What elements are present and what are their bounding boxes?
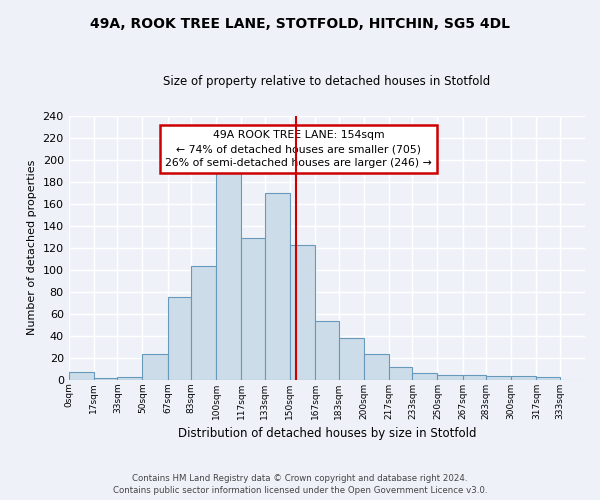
Bar bbox=[167, 297, 191, 380]
Y-axis label: Number of detached properties: Number of detached properties bbox=[27, 160, 37, 335]
Bar bbox=[241, 238, 265, 380]
Bar bbox=[68, 372, 94, 380]
Text: 49A, ROOK TREE LANE, STOTFOLD, HITCHIN, SG5 4DL: 49A, ROOK TREE LANE, STOTFOLD, HITCHIN, … bbox=[90, 18, 510, 32]
Bar bbox=[486, 376, 511, 380]
Bar bbox=[191, 266, 216, 380]
Text: Contains HM Land Registry data © Crown copyright and database right 2024.
Contai: Contains HM Land Registry data © Crown c… bbox=[113, 474, 487, 495]
Bar bbox=[265, 192, 290, 380]
Bar bbox=[94, 378, 118, 380]
Bar bbox=[290, 246, 315, 380]
Bar bbox=[142, 354, 167, 380]
Bar bbox=[364, 354, 389, 380]
Bar bbox=[118, 378, 142, 380]
Bar bbox=[389, 368, 412, 380]
Bar bbox=[511, 376, 536, 380]
Bar bbox=[216, 167, 241, 380]
Bar bbox=[412, 373, 437, 380]
Bar bbox=[536, 378, 560, 380]
Bar bbox=[437, 375, 463, 380]
Bar bbox=[338, 338, 364, 380]
X-axis label: Distribution of detached houses by size in Stotfold: Distribution of detached houses by size … bbox=[178, 427, 476, 440]
Bar bbox=[315, 321, 338, 380]
Bar bbox=[463, 375, 486, 380]
Title: Size of property relative to detached houses in Stotfold: Size of property relative to detached ho… bbox=[163, 75, 490, 88]
Text: 49A ROOK TREE LANE: 154sqm
← 74% of detached houses are smaller (705)
26% of sem: 49A ROOK TREE LANE: 154sqm ← 74% of deta… bbox=[165, 130, 432, 168]
